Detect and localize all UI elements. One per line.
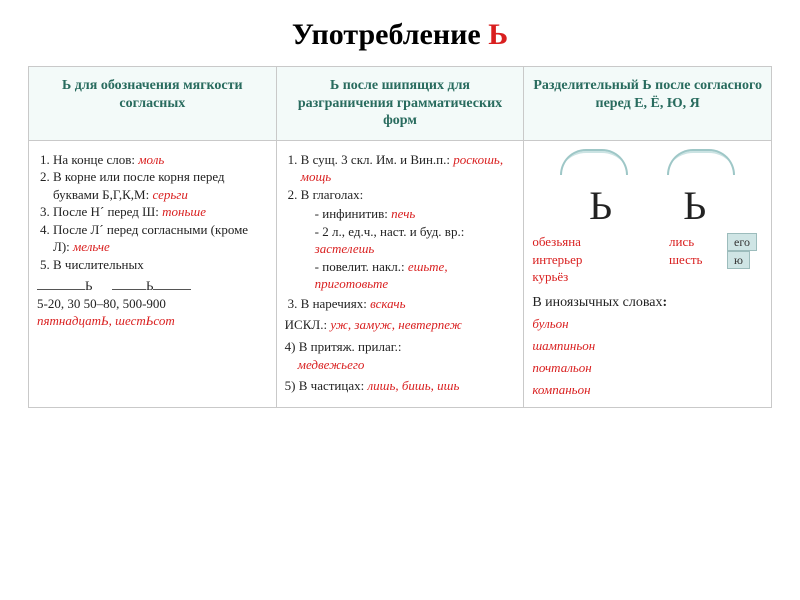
c2-exception: ИСКЛ.: уж, замуж, невтерпеж (285, 316, 516, 334)
c2-item3-ex: вскачь (370, 296, 405, 311)
c3-b-w2: шесть (669, 252, 702, 267)
c3-fw1: бульон (532, 316, 568, 331)
c2-item1-text: В сущ. 3 скл. Им. и Вин.п.: (301, 152, 454, 167)
rules-table: Ь для обозначения мягкости согласных Ь п… (28, 66, 772, 408)
c3-foreign-head-colon: : (663, 295, 668, 310)
c2-item2-text: В глаголах: (301, 187, 364, 202)
c3-a-w1: обезьяна (532, 234, 581, 249)
c1-item4-ex: мельче (73, 239, 110, 254)
big-y-1: Ь (589, 179, 612, 233)
c1-item2: В корне или после корня перед буквами Б,… (53, 168, 268, 203)
c3-a-w2: интерьер (532, 252, 582, 267)
page-title: Употребление Ь (28, 18, 772, 52)
title-highlight: Ь (488, 18, 508, 51)
c3-fw3: почтальон (532, 360, 591, 375)
c2-item3-text: В наречиях: (301, 296, 370, 311)
c2-verb-inf-text: инфинитив: (322, 206, 391, 221)
c1-ruler: Ь Ь (37, 277, 268, 295)
c3-fw2: шампиньон (532, 338, 595, 353)
c1-item1-ex: моль (138, 152, 164, 167)
c2-item2: В глаголах: инфинитив: печь 2 л., ед.ч.,… (301, 186, 516, 293)
c3-chip-yu: ю (727, 251, 750, 269)
c1-item3-ex: тоньше (162, 204, 206, 219)
c3-list-b: лись шесть (669, 233, 715, 286)
c1-ruler-left-y: Ь (85, 278, 92, 293)
c2-verb-pov: повелит. накл.: ешьте, приготовьте (315, 258, 516, 293)
c3-chip-col: его ю (727, 233, 763, 286)
c1-ruler-right-y: Ь (146, 278, 153, 293)
c2-verb-2l: 2 л., ед.ч., наст. и буд. вр.: застелешь (315, 223, 516, 258)
col-header-3: Разделительный Ь после согласного перед … (524, 67, 772, 141)
c2-item5: 5) В частицах: лишь, бишь, ишь (285, 377, 516, 395)
c3-foreign-head: В иноязычных словах: (532, 294, 763, 313)
c1-item5-text: В числительных (53, 257, 144, 272)
col1-cell: На конце слов: моль В корне или после ко… (29, 140, 277, 407)
c1-item2-text: В корне или после корня перед буквами Б,… (53, 169, 225, 202)
c3-fw4: компаньон (532, 382, 590, 397)
arc-shape-icon (560, 149, 628, 175)
c3-b-w1: лись (669, 234, 694, 249)
slide: Употребление Ь Ь для обозначения мягкост… (0, 0, 800, 600)
c3-chip-ego: его (727, 233, 757, 251)
big-y-row: Ь Ь (532, 179, 763, 233)
arc-shape-icon (667, 149, 735, 175)
c3-foreign-list: бульон шампиньон почтальон компаньон (532, 313, 763, 401)
c2-verb-pov-text: повелит. накл.: (322, 259, 408, 274)
c2-item4-ex: медвежьего (298, 357, 365, 372)
c2-item3: В наречиях: вскачь (301, 295, 516, 313)
c3-foreign-head-text: В иноязычных словах (532, 295, 662, 310)
c1-item5: В числительных (53, 256, 268, 274)
c1-item1: На конце слов: моль (53, 151, 268, 169)
c1-final-example: пятнадцатЬ, шестЬсот (37, 312, 268, 330)
c1-item3: После Н´ перед Ш: тоньше (53, 203, 268, 221)
c2-excl-ex: уж, замуж, невтерпеж (330, 317, 462, 332)
c1-item4: После Л´ перед согласными (кроме Л): мел… (53, 221, 268, 256)
c2-item5-text: В частицах: (299, 378, 368, 393)
c2-item4-text: В притяж. прилаг.: (299, 339, 402, 354)
c2-item5-ex: лишь, бишь, ишь (367, 378, 459, 393)
c3-examples-row: обезьяна интерьер курьёз лись шесть его … (532, 233, 763, 286)
col-header-1: Ь для обозначения мягкости согласных (29, 67, 277, 141)
col-header-2: Ь после шипящих для разграничения грамма… (276, 67, 524, 141)
c3-list-a: обезьяна интерьер курьёз (532, 233, 657, 286)
c1-numbers-line: 5-20, 30 50–80, 500-900 (37, 295, 268, 313)
c2-verb-inf: инфинитив: печь (315, 205, 516, 223)
c1-item3-text: После Н´ перед Ш: (53, 204, 162, 219)
c2-item1: В сущ. 3 скл. Им. и Вин.п.: роскошь, мощ… (301, 151, 516, 186)
arc-decorations (532, 147, 763, 182)
col2-cell: В сущ. 3 скл. Им. и Вин.п.: роскошь, мощ… (276, 140, 524, 407)
title-prefix: Употребление (292, 18, 488, 51)
c1-item1-text: На конце слов: (53, 152, 138, 167)
c2-verb-2l-text: 2 л., ед.ч., наст. и буд. вр.: (322, 224, 464, 239)
c2-verb-inf-ex: печь (391, 206, 415, 221)
big-y-2: Ь (683, 179, 706, 233)
col3-cell: Ь Ь обезьяна интерьер курьёз лись шесть (524, 140, 772, 407)
c2-verb-2l-ex: застелешь (315, 241, 375, 256)
c2-item4: 4) В притяж. прилаг.: медвежьего (285, 338, 516, 373)
c2-excl-label: ИСКЛ.: (285, 317, 331, 332)
c3-a-w3: курьёз (532, 269, 568, 284)
c1-item2-ex: серьги (152, 187, 187, 202)
